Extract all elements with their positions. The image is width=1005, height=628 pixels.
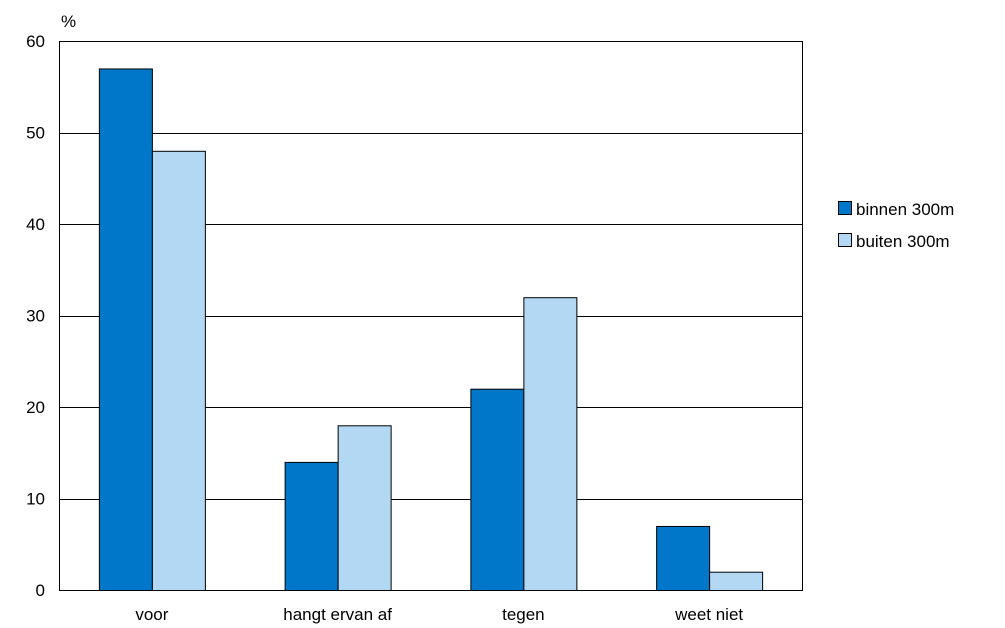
bar-buiten-1 <box>337 425 392 591</box>
legend-swatch <box>838 233 852 247</box>
bar-binnen-3 <box>656 525 711 592</box>
y-tick-label: 60 <box>26 32 45 51</box>
x-tick-label: voor <box>135 605 168 624</box>
x-tick-label: weet niet <box>674 605 743 624</box>
x-tick-labels: voor hangt ervan af tegen weet niet <box>135 605 743 624</box>
legend-label: buiten 300m <box>856 232 950 251</box>
y-tick-label: 30 <box>26 307 45 326</box>
legend-swatch <box>838 201 852 215</box>
plot-area-frame <box>59 41 803 591</box>
bar-buiten-2 <box>523 297 578 591</box>
y-tick-label: 0 <box>36 581 45 600</box>
y-tick-label: 10 <box>26 490 45 509</box>
bar-binnen-1 <box>284 461 339 591</box>
legend: binnen 300m buiten 300m <box>838 200 954 251</box>
x-tick-label: tegen <box>502 605 545 624</box>
y-tick-label: 50 <box>26 124 45 143</box>
bar-buiten-3 <box>709 571 764 592</box>
bar-binnen-0 <box>98 68 153 591</box>
bars <box>98 68 764 592</box>
x-tick-label: hangt ervan af <box>283 605 392 624</box>
y-axis-label: % <box>61 12 76 31</box>
y-tick-labels: 0 10 20 30 40 50 60 <box>26 32 45 600</box>
bar-binnen-2 <box>470 388 525 592</box>
bar-buiten-0 <box>151 150 206 592</box>
y-tick-label: 20 <box>26 398 45 417</box>
y-tick-label: 40 <box>26 215 45 234</box>
legend-label: binnen 300m <box>856 200 954 219</box>
